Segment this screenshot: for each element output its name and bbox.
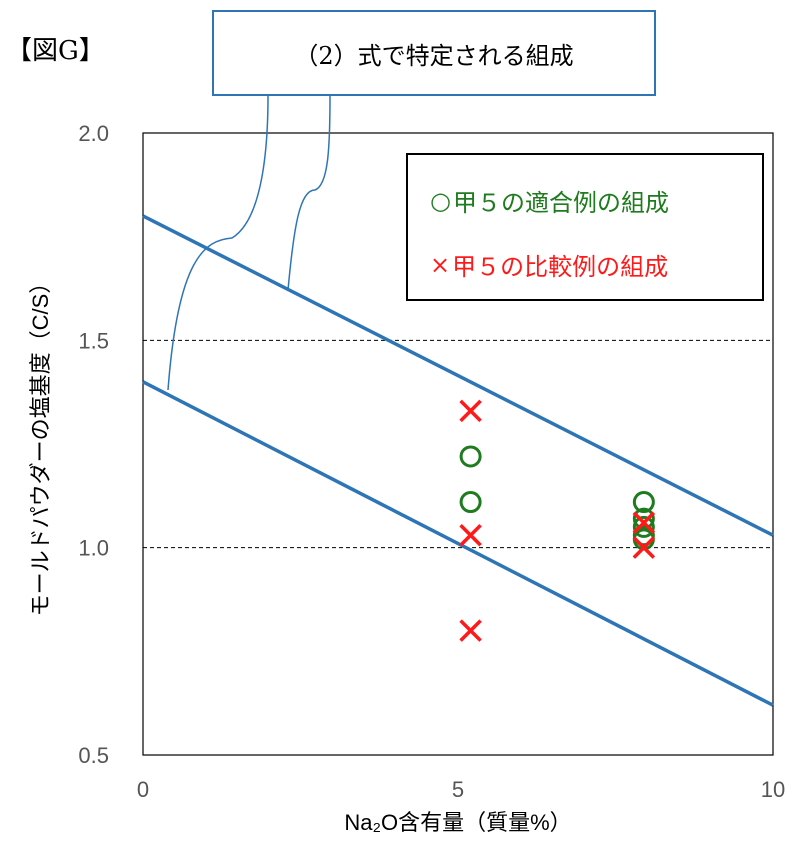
x-tick-label: 10 — [761, 777, 785, 802]
figure-label: 【図G】 — [6, 36, 105, 66]
ng-point — [632, 511, 656, 535]
x-tick-label: 0 — [137, 777, 149, 802]
y-tick-label: 0.5 — [78, 743, 109, 768]
ok-point — [459, 445, 482, 468]
plot-frame — [142, 132, 774, 756]
ok-point — [459, 491, 482, 514]
plot-border — [142, 132, 774, 756]
legend-circle-icon: ○ — [430, 186, 451, 215]
gridlines — [143, 339, 773, 549]
x-tick-label: 5 — [452, 777, 464, 802]
callout-leader-line — [287, 95, 331, 291]
ng-point — [632, 536, 656, 559]
legend-label-ng: 甲５の比較例の組成 — [452, 253, 669, 281]
callout-leader-line — [167, 95, 269, 391]
data-marks — [459, 399, 656, 642]
ng-point-stroke — [459, 619, 482, 642]
legend-item-ok: ○ 甲５の適合例の組成 — [430, 183, 669, 218]
legend-label-ok: 甲５の適合例の組成 — [452, 189, 669, 217]
ng-point-stroke — [459, 523, 482, 547]
ng-point — [459, 399, 482, 423]
boundary-lines — [142, 214, 774, 707]
callout-leaders — [167, 95, 331, 391]
y-tick-label: 1.5 — [78, 328, 109, 353]
ok-point — [632, 507, 655, 530]
callout-box: （2）式で特定される組成 — [212, 10, 656, 96]
tick-labels: 0 5 10 0.5 1.0 1.5 2.0 — [78, 121, 785, 802]
ng-point — [459, 619, 482, 642]
ng-point-stroke — [459, 399, 482, 423]
ng-point-stroke — [632, 536, 656, 559]
y-tick-label: 2.0 — [78, 121, 109, 146]
ng-point — [459, 523, 482, 547]
legend: ○ 甲５の適合例の組成 × 甲５の比較例の組成 — [406, 153, 764, 301]
legend-cross-icon: × — [430, 250, 451, 279]
boundary-line — [142, 380, 774, 707]
ok-point — [632, 491, 655, 514]
y-tick-label: 1.0 — [78, 536, 109, 561]
x-axis-title: Na₂O含有量（質量%） — [344, 810, 571, 835]
ng-point-stroke — [632, 511, 656, 535]
ok-point — [632, 515, 655, 538]
y-axis-title: モールドパウダーの塩基度（C/S） — [28, 272, 53, 617]
boundary-line — [142, 214, 774, 537]
callout-text: （2）式で特定される組成 — [294, 41, 574, 70]
legend-item-ng: × 甲５の比較例の組成 — [430, 247, 668, 282]
